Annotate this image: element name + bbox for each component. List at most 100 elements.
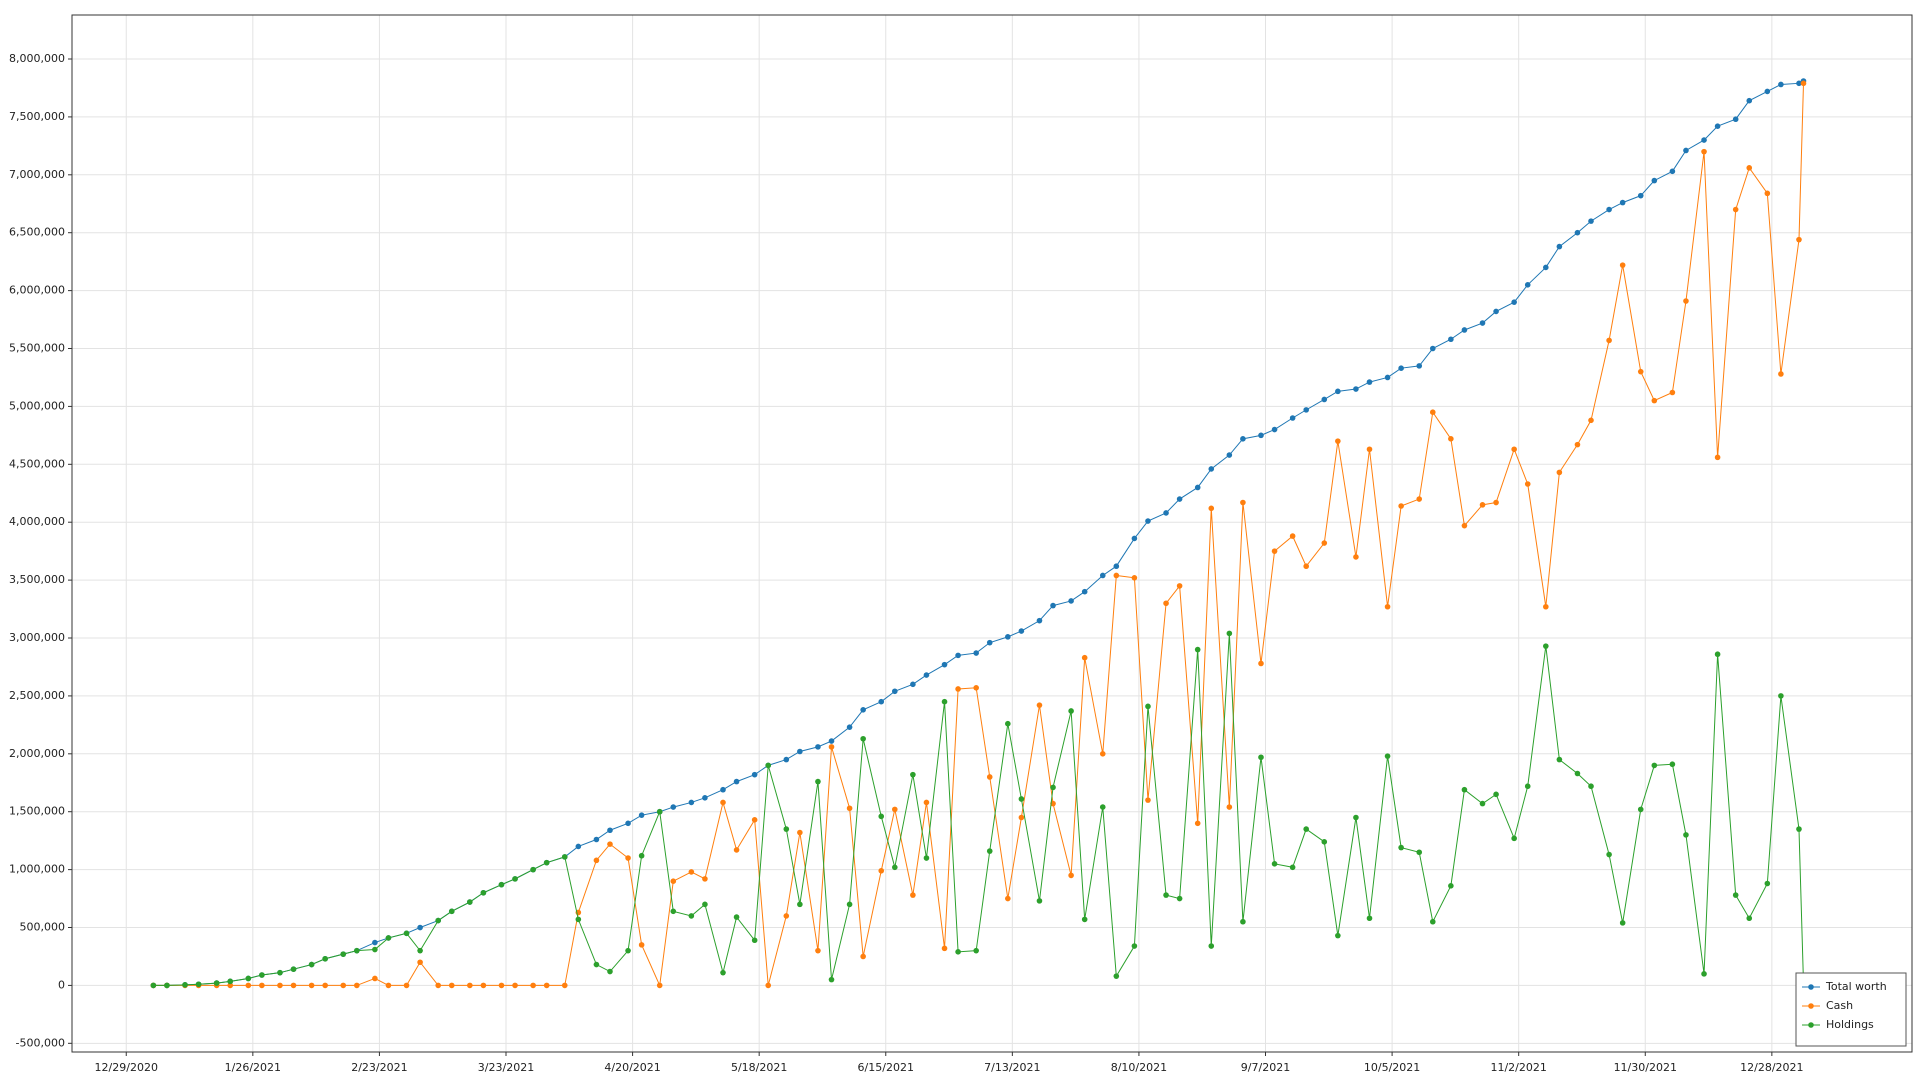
data-point: [1271, 861, 1278, 867]
data-point: [1556, 756, 1563, 763]
data-point: [1778, 693, 1784, 699]
data-point: [828, 738, 835, 744]
x-tick-label: 12/29/2020: [95, 1061, 158, 1074]
data-point: [467, 899, 473, 905]
data-point: [593, 836, 600, 843]
data-point: [1050, 602, 1056, 609]
data-point: [1683, 832, 1689, 838]
data-point: [1416, 496, 1423, 502]
y-tick-label: 3,000,000: [9, 631, 65, 644]
data-point: [923, 672, 930, 678]
data-point: [733, 847, 740, 853]
y-tick-label: 500,000: [20, 921, 66, 934]
data-point: [878, 698, 885, 705]
data-point: [1050, 784, 1056, 791]
x-tick-label: 11/30/2021: [1614, 1061, 1677, 1074]
data-point: [530, 982, 536, 989]
data-point: [1208, 466, 1215, 472]
data-point: [1637, 368, 1644, 375]
data-point: [846, 805, 853, 812]
data-point: [751, 771, 758, 778]
data-point: [1511, 446, 1517, 453]
data-point: [1303, 407, 1310, 413]
data-point: [1005, 634, 1011, 640]
data-point: [1511, 299, 1517, 305]
data-point: [1619, 920, 1626, 926]
data-point: [892, 864, 898, 871]
data-point: [1429, 345, 1436, 352]
data-point: [1005, 895, 1011, 902]
data-point: [1556, 243, 1563, 250]
data-point: [1429, 409, 1436, 415]
data-point: [1163, 600, 1169, 607]
data-point: [372, 975, 378, 982]
data-point: [1384, 603, 1391, 610]
data-point: [1574, 770, 1581, 777]
data-point: [878, 813, 885, 820]
data-point: [1651, 762, 1658, 769]
y-tick-label: 1,000,000: [9, 863, 65, 876]
data-point: [1194, 646, 1201, 653]
data-point: [1335, 388, 1341, 395]
y-tick-label: -500,000: [16, 1036, 65, 1049]
data-point: [986, 639, 993, 646]
data-point: [1732, 206, 1739, 213]
data-point: [1493, 791, 1499, 798]
data-point: [1732, 116, 1739, 123]
data-point: [1353, 386, 1359, 392]
data-point: [1099, 751, 1106, 757]
data-point: [1176, 583, 1183, 589]
data-point: [1068, 872, 1074, 879]
data-point: [1208, 505, 1215, 512]
data-point: [340, 951, 347, 957]
data-point: [448, 908, 455, 915]
data-point: [1574, 229, 1581, 236]
y-tick-label: 6,000,000: [9, 284, 65, 297]
data-point: [1145, 703, 1151, 710]
data-point: [1131, 535, 1138, 542]
data-point: [1574, 441, 1581, 448]
data-point: [846, 901, 853, 908]
data-point: [892, 688, 898, 695]
data-point: [797, 829, 803, 836]
data-point: [670, 908, 677, 915]
y-tick-label: 3,500,000: [9, 573, 65, 586]
data-point: [1258, 660, 1264, 667]
data-point: [1461, 522, 1468, 529]
data-point: [828, 976, 835, 983]
data-point: [1588, 417, 1594, 424]
data-point: [1240, 436, 1246, 442]
data-point: [245, 982, 252, 989]
data-point: [1018, 628, 1025, 634]
data-point: [892, 806, 898, 813]
data-point: [1068, 708, 1074, 714]
data-point: [955, 652, 961, 659]
data-point: [480, 889, 487, 896]
data-point: [1746, 915, 1753, 922]
data-point: [688, 869, 695, 875]
data-point: [322, 982, 328, 989]
data-point: [417, 947, 423, 954]
y-tick-label: 4,500,000: [9, 457, 65, 470]
data-point: [227, 978, 234, 985]
data-point: [1303, 826, 1310, 832]
data-point: [1353, 814, 1359, 821]
data-point: [1081, 916, 1088, 923]
data-point: [1353, 554, 1359, 560]
legend-label: Holdings: [1826, 1018, 1874, 1031]
x-tick-label: 1/26/2021: [225, 1061, 281, 1074]
data-point: [986, 774, 993, 780]
y-tick-label: 2,500,000: [9, 689, 65, 702]
data-point: [941, 945, 948, 952]
data-point: [1335, 438, 1341, 444]
data-point: [150, 982, 157, 989]
data-point: [340, 982, 347, 989]
data-point: [1732, 892, 1739, 898]
data-point: [1619, 262, 1626, 268]
data-point: [1366, 446, 1373, 453]
legend-box: [1795, 972, 1907, 1047]
data-point: [1036, 702, 1043, 708]
data-point: [1258, 754, 1264, 761]
